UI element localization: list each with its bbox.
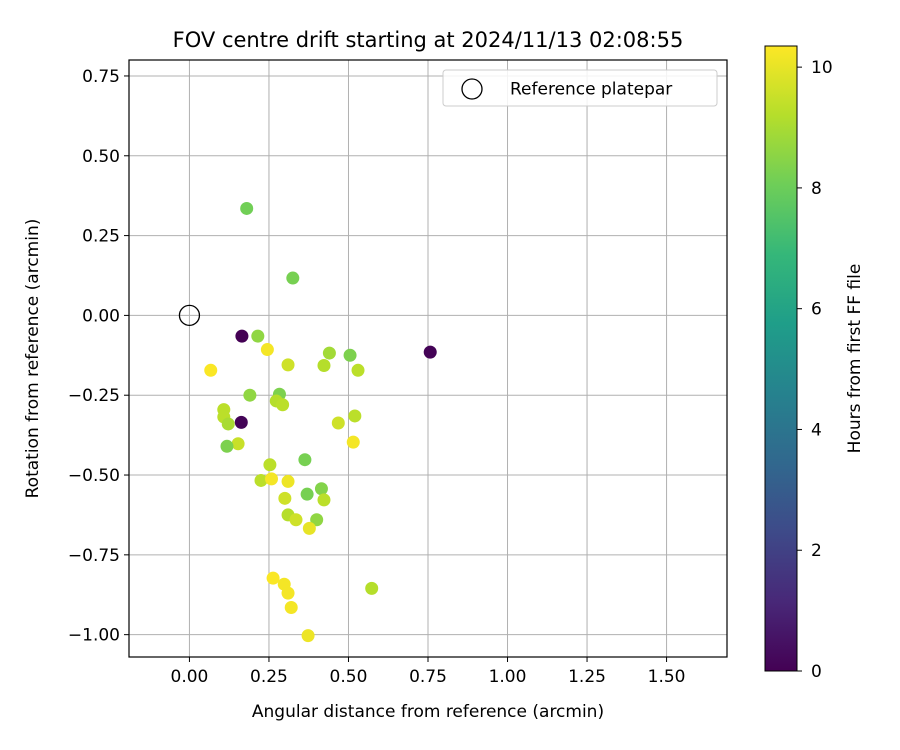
data-point bbox=[231, 437, 245, 451]
colorbar-tick-label: 4 bbox=[811, 420, 822, 440]
data-point bbox=[298, 453, 312, 467]
data-point bbox=[243, 388, 257, 402]
data-point bbox=[265, 472, 279, 486]
data-point bbox=[281, 474, 295, 488]
data-point bbox=[263, 458, 277, 472]
y-tick-label: −0.75 bbox=[68, 546, 120, 566]
colorbar-tick-label: 10 bbox=[811, 58, 833, 78]
y-tick-label: 0.75 bbox=[82, 67, 120, 87]
data-point bbox=[281, 358, 295, 372]
legend-box bbox=[442, 69, 718, 107]
data-point bbox=[251, 329, 265, 343]
x-axis-ticks: 0.00 0.25 0.50 0.75 1.00 1.25 1.50 bbox=[171, 657, 686, 687]
colorbar-ticks: 0 2 4 6 8 10 bbox=[797, 58, 833, 682]
data-point bbox=[235, 329, 249, 343]
data-point bbox=[351, 363, 365, 377]
data-point bbox=[302, 521, 316, 535]
data-point bbox=[204, 363, 218, 377]
data-point bbox=[276, 398, 290, 412]
y-tick-label: −0.25 bbox=[68, 386, 120, 406]
legend: Reference platepar bbox=[442, 69, 718, 107]
data-points bbox=[204, 201, 437, 643]
x-axis-label: Angular distance from reference (arcmin) bbox=[252, 702, 604, 722]
colorbar-tick-label: 8 bbox=[811, 179, 822, 199]
data-point bbox=[314, 482, 328, 496]
data-point bbox=[310, 513, 324, 527]
data-point bbox=[301, 629, 315, 643]
data-point bbox=[317, 493, 331, 507]
data-point bbox=[221, 417, 235, 431]
data-point bbox=[260, 343, 274, 357]
colorbar-tick-label: 6 bbox=[811, 300, 822, 320]
data-point bbox=[266, 571, 280, 585]
data-point bbox=[234, 415, 248, 429]
x-tick-label: 0.50 bbox=[330, 667, 368, 687]
colorbar-tick-label: 0 bbox=[811, 662, 822, 682]
y-axis-ticks: 0.75 0.50 0.25 0.00 −0.25 −0.50 −0.75 −1.00 bbox=[68, 67, 129, 646]
colorbar bbox=[764, 45, 798, 672]
data-point bbox=[343, 348, 357, 362]
colorbar-label: Hours from first FF file bbox=[845, 264, 865, 454]
data-point bbox=[322, 346, 336, 360]
y-axis-label: Rotation from reference (arcmin) bbox=[23, 219, 43, 499]
reference-point-marker bbox=[178, 304, 201, 327]
colorbar-tick-label: 2 bbox=[811, 541, 822, 561]
reference-layer bbox=[178, 304, 201, 327]
grid-lines bbox=[129, 60, 727, 657]
data-point bbox=[423, 345, 437, 359]
x-tick-label: 1.50 bbox=[648, 667, 686, 687]
x-tick-label: 0.25 bbox=[250, 667, 288, 687]
y-tick-label: −1.00 bbox=[68, 626, 120, 646]
y-tick-label: 0.25 bbox=[82, 227, 120, 247]
y-tick-label: 0.00 bbox=[82, 306, 120, 326]
data-point bbox=[220, 439, 234, 453]
data-point bbox=[289, 513, 303, 527]
data-point bbox=[240, 201, 254, 215]
data-point bbox=[286, 271, 300, 285]
x-tick-label: 0.75 bbox=[409, 667, 447, 687]
legend-reference-marker bbox=[461, 78, 483, 100]
y-tick-label: 0.50 bbox=[82, 147, 120, 167]
data-point bbox=[278, 491, 292, 505]
data-point bbox=[317, 359, 331, 373]
data-point bbox=[281, 586, 295, 600]
data-point bbox=[331, 416, 345, 430]
data-point bbox=[254, 473, 268, 487]
x-tick-label: 1.25 bbox=[568, 667, 606, 687]
legend-reference-label: Reference platepar bbox=[510, 80, 672, 100]
x-tick-label: 0.00 bbox=[171, 667, 209, 687]
data-point bbox=[346, 435, 360, 449]
data-point bbox=[348, 409, 362, 423]
data-point bbox=[284, 601, 298, 615]
chart-title: FOV centre drift starting at 2024/11/13 … bbox=[173, 28, 684, 52]
data-point bbox=[365, 581, 379, 595]
y-tick-label: −0.50 bbox=[68, 466, 120, 486]
data-point bbox=[300, 487, 314, 501]
x-tick-label: 1.00 bbox=[489, 667, 527, 687]
